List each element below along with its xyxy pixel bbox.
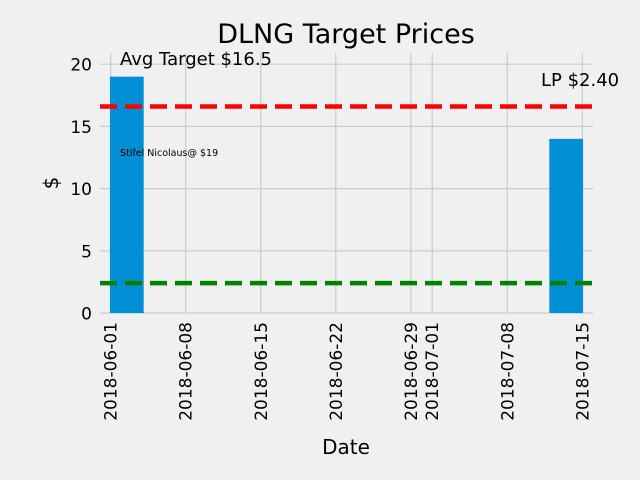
- x-tick-label: 2018-06-01: [102, 322, 122, 421]
- chart-title: DLNG Target Prices: [217, 19, 475, 50]
- y-tick-label: 0: [81, 305, 92, 325]
- text-labels: Avg Target $16.5 LP $2.40 Stifel Nicolaus@…: [120, 49, 619, 159]
- y-tick-label: 5: [81, 242, 92, 262]
- bar-annotation: Stifel Nicolaus@ $19: [120, 148, 218, 159]
- y-tick-label: 20: [70, 56, 92, 76]
- y-tick-label: 10: [70, 180, 92, 200]
- x-tick-label: 2018-07-08: [498, 322, 518, 421]
- bar: [549, 138, 584, 313]
- x-tick-label: 2018-07-15: [573, 322, 593, 421]
- bars: [109, 76, 584, 314]
- plot-area: [100, 53, 593, 313]
- bar: [109, 76, 144, 314]
- x-tick-labels: 2018-06-01 2018-06-08 2018-06-15 2018-06-22…: [102, 322, 594, 421]
- x-tick-label: 2018-07-01: [423, 322, 443, 421]
- y-tick-label: 15: [70, 118, 92, 138]
- reference-lines: [100, 104, 593, 286]
- x-tick-label: 2018-06-08: [177, 322, 197, 421]
- x-tick-label: 2018-06-22: [327, 322, 347, 421]
- avg-target-label: Avg Target $16.5: [120, 49, 272, 70]
- y-tick-labels: 0 5 10 15 20: [70, 56, 92, 325]
- x-tick-label: 2018-06-15: [252, 322, 272, 421]
- x-axis-label: Date: [322, 435, 370, 459]
- lp-label: LP $2.40: [541, 70, 619, 91]
- y-axis-label: $: [39, 177, 63, 190]
- x-tick-label: 2018-06-29: [402, 322, 422, 421]
